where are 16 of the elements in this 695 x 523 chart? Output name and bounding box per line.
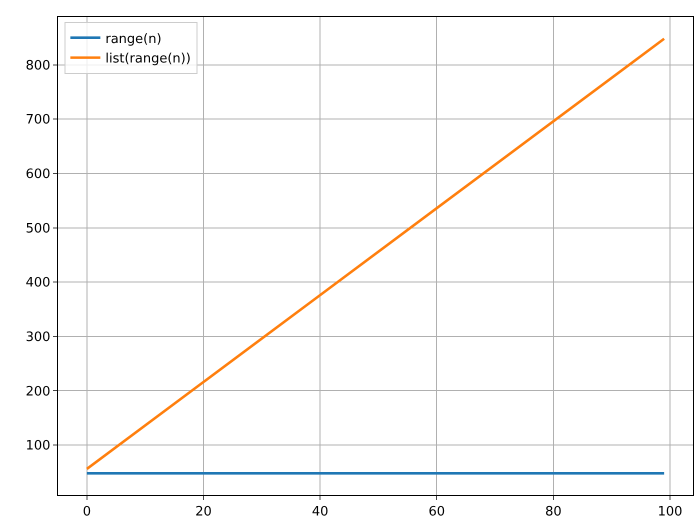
y-tick-label: 500 (26, 221, 50, 236)
x-tick-label: 40 (312, 504, 328, 520)
y-tick-label: 800 (26, 58, 50, 74)
x-tick-label: 100 (658, 504, 682, 520)
legend-label: range(n) (105, 32, 162, 47)
x-tick-label: 20 (195, 504, 212, 520)
y-tick-label: 100 (26, 438, 50, 454)
y-tick-label: 300 (26, 330, 50, 345)
x-tick-label: 0 (82, 504, 91, 520)
x-tick-label: 60 (428, 504, 446, 520)
x-tick-label: 80 (545, 504, 562, 520)
y-tick-label: 700 (26, 112, 50, 128)
y-tick-label: 400 (26, 276, 50, 291)
y-tick-label: 200 (26, 384, 50, 400)
y-tick-label: 600 (26, 166, 50, 182)
legend-label: list(range(n)) (105, 52, 191, 67)
